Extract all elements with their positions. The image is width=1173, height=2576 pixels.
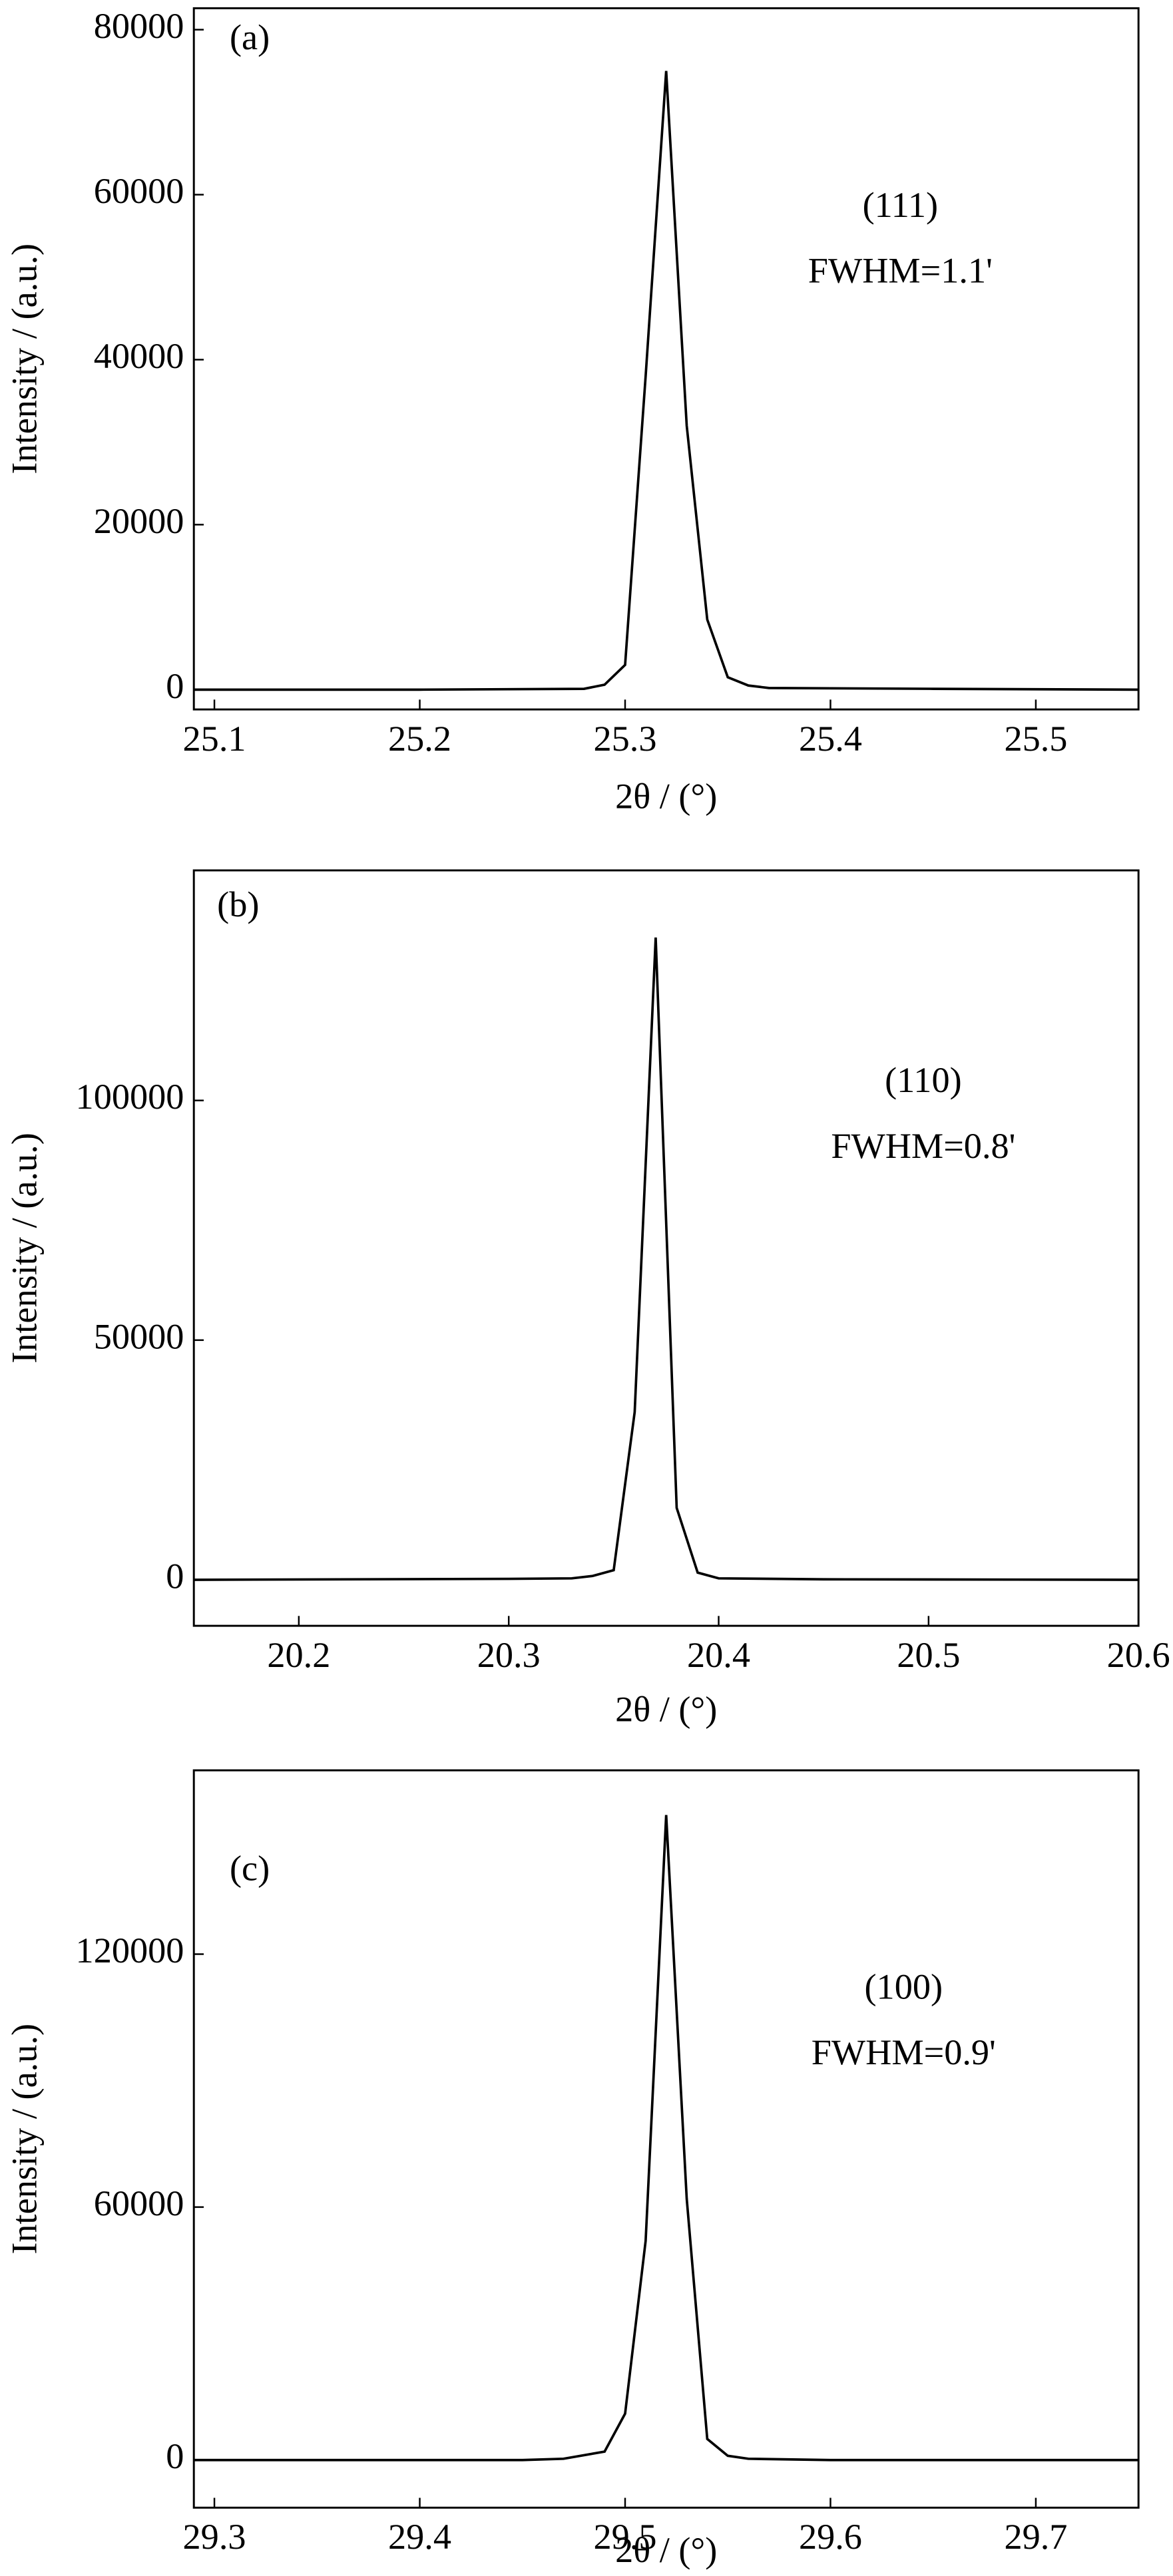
y-tick-label: 100000 [76, 1077, 184, 1117]
x-tick-label: 29.6 [799, 2517, 862, 2557]
data-line [194, 71, 1139, 691]
annotation: (110) [885, 1060, 962, 1100]
panel-label: (b) [217, 884, 259, 924]
annotation: FWHM=0.9' [812, 2032, 996, 2072]
x-tick-label: 29.4 [388, 2517, 451, 2557]
y-tick-label: 0 [166, 2436, 184, 2476]
x-tick-label: 29.3 [183, 2517, 246, 2557]
x-axis-label: 2θ / (°) [615, 1689, 717, 1729]
y-tick-label: 20000 [94, 501, 184, 541]
x-tick-label: 25.4 [799, 719, 862, 759]
y-tick-label: 50000 [94, 1316, 184, 1356]
y-tick-label: 0 [166, 1556, 184, 1596]
x-tick-label: 20.6 [1107, 1635, 1170, 1675]
annotation: FWHM=1.1' [808, 251, 993, 291]
annotation: FWHM=0.8' [831, 1126, 1015, 1166]
x-tick-label: 25.1 [183, 719, 246, 759]
x-tick-label: 20.5 [897, 1635, 960, 1675]
annotation: (100) [864, 1966, 943, 2006]
x-axis-label: 2θ / (°) [615, 776, 717, 816]
y-axis-label: Intensity / (a.u.) [4, 2024, 44, 2255]
y-tick-label: 60000 [94, 2183, 184, 2223]
y-tick-label: 40000 [94, 336, 184, 376]
y-tick-label: 60000 [94, 171, 184, 211]
x-tick-label: 20.3 [477, 1635, 541, 1675]
x-tick-label: 25.3 [593, 719, 656, 759]
x-tick-label: 29.5 [593, 2517, 656, 2557]
y-axis-label: Intensity / (a.u.) [4, 244, 44, 474]
y-axis-label: Intensity / (a.u.) [4, 1133, 44, 1364]
annotation: (111) [863, 185, 939, 225]
panel-label: (c) [230, 1849, 270, 1889]
x-tick-label: 29.7 [1004, 2517, 1067, 2557]
y-tick-label: 0 [166, 666, 184, 706]
x-tick-label: 20.2 [267, 1635, 330, 1675]
data-line [194, 937, 1139, 1581]
data-line [194, 1815, 1139, 2462]
plot-frame [192, 1769, 1140, 2509]
y-tick-label: 120000 [76, 1931, 184, 1970]
x-tick-label: 25.2 [388, 719, 451, 759]
x-tick-label: 20.4 [687, 1635, 750, 1675]
x-axis-label: 2θ / (°) [615, 2530, 717, 2570]
plot-frame [192, 7, 1140, 711]
y-tick-label: 80000 [94, 6, 184, 46]
x-tick-label: 25.5 [1004, 719, 1067, 759]
plot-frame [192, 869, 1140, 1627]
panel-label: (a) [230, 17, 270, 57]
